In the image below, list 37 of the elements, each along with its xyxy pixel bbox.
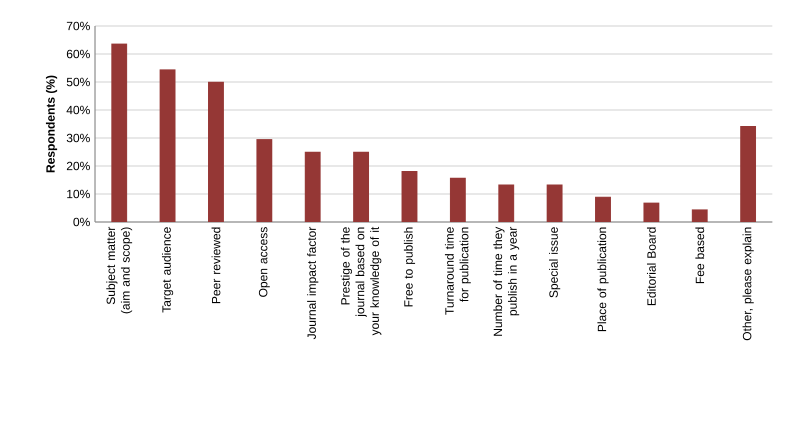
x-tick-label: Special issue [549,227,560,298]
x-tick-label: Place of publication [597,228,609,332]
y-tick-label: 40% [66,106,90,114]
x-tick-label: Turnaround time for publication [444,227,471,315]
bar [256,139,272,222]
y-tick-label: 20% [66,162,90,170]
x-tick-label: Journal impact factor [307,226,318,340]
bar [160,69,176,222]
bar [353,152,370,222]
bar [304,152,321,222]
bar [595,196,611,222]
x-tick-label: Number of time they publish in a year [493,226,520,336]
y-tick-label: 0% [73,218,90,226]
x-tick-label: Fee based [695,227,704,284]
x-tick-label: Prestige of the journal based on your knowledge of it [340,226,382,336]
x-tick-label: Open access [258,227,270,297]
y-tick-label: 30% [66,134,90,142]
bar [692,209,708,222]
bar [546,184,563,222]
y-tick-label: 60% [66,50,90,58]
y-tick-label: 70% [66,22,90,30]
bar [498,184,514,222]
y-axis-title: Respondents (%) [46,76,58,172]
bar [402,171,418,222]
x-tick-label: Target audience [162,227,174,312]
y-tick-label: 10% [67,190,90,198]
bar [643,202,660,222]
x-tick-label: Peer reviewed [212,227,220,304]
x-tick-label: Editorial Board [646,227,656,306]
bar [450,178,466,222]
x-tick-label: Subject matter (aim and scope) [106,226,132,314]
bar [740,126,756,222]
y-tick-label: 50% [66,78,90,86]
bar [111,44,128,222]
x-tick-label: Other, please explain [742,228,754,340]
x-tick-label: Free to publish [404,228,416,306]
bar [208,82,224,222]
